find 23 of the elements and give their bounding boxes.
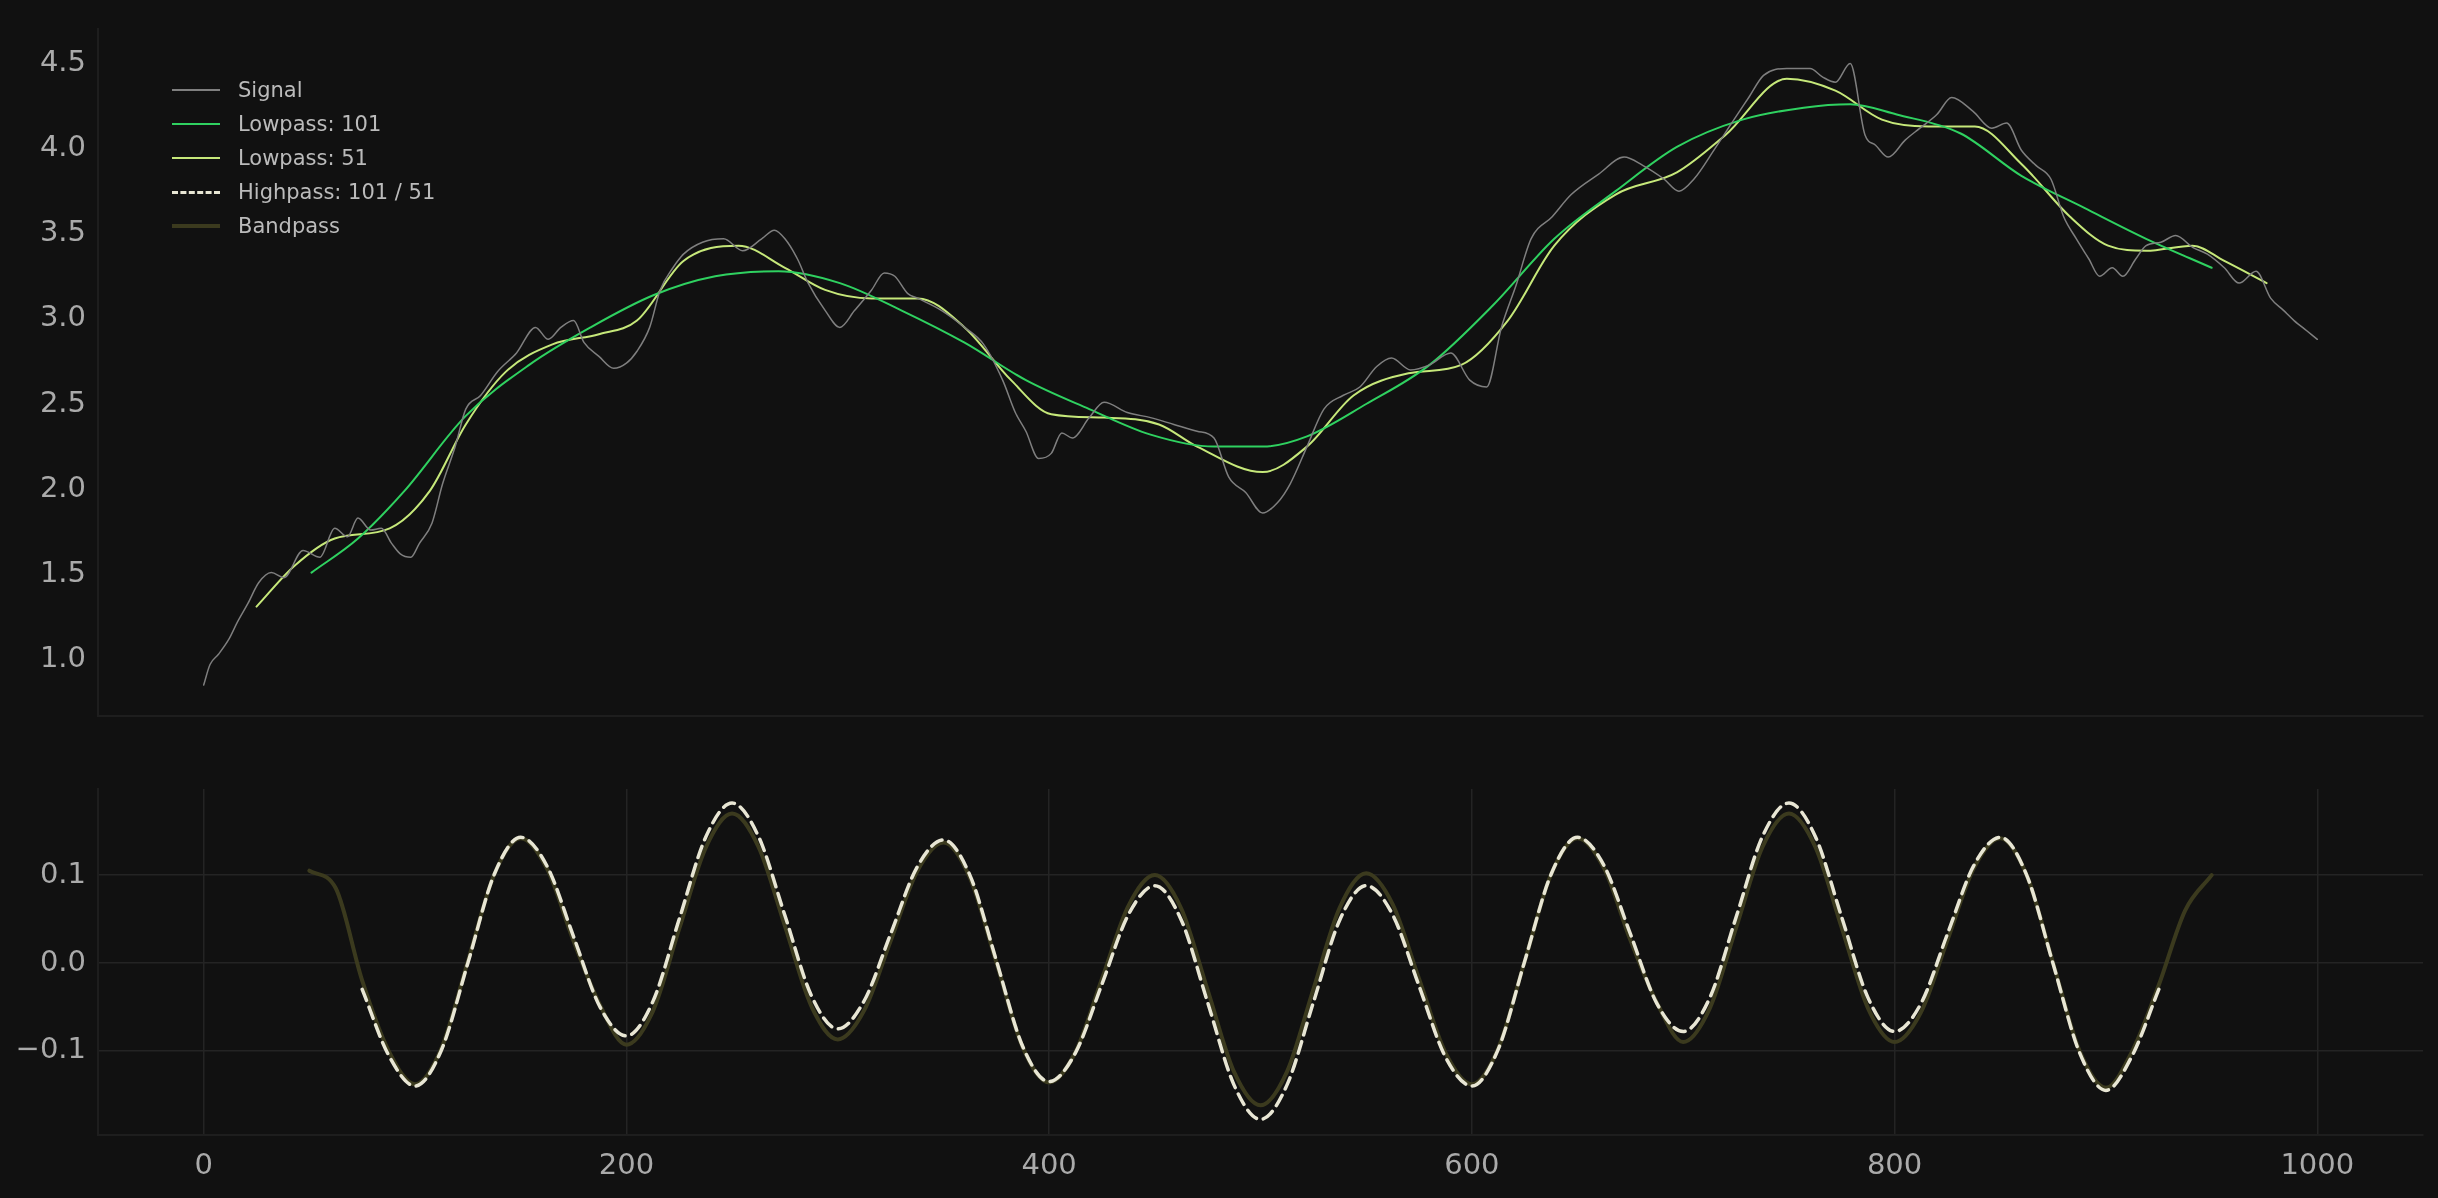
legend-label: Lowpass: 51: [238, 145, 368, 172]
y-tick-label: 4.5: [39, 43, 86, 78]
y-tick-label: 2.5: [39, 384, 86, 419]
y-tick-label: 1.0: [39, 639, 86, 674]
x-tick-label: 1000: [2280, 1147, 2355, 1182]
text: Bandpass: [238, 214, 340, 238]
x-tick-label: 200: [598, 1147, 655, 1182]
line-series: [202, 62, 2319, 686]
y-tick-label: 0.1: [39, 855, 86, 890]
x-tick-label: 0: [194, 1147, 213, 1182]
y-tick-label: 3.5: [39, 214, 86, 249]
x-tick-label: 400: [1021, 1147, 1077, 1182]
legend-label: Signal: [238, 77, 303, 104]
y-tick-label: 2.0: [39, 469, 86, 504]
x-tick-label: 600: [1444, 1147, 1500, 1182]
legend-label: Lowpass: 101: [238, 111, 382, 138]
y-tick-label: 3.0: [39, 299, 86, 334]
y-tick-label: 1.5: [39, 554, 86, 589]
y-tick-label: −0.1: [15, 1031, 86, 1066]
y-tick-label: 4.0: [39, 129, 86, 164]
text: Highpass: 101 / 51: [238, 180, 436, 204]
x-tick-label: 800: [1866, 1147, 1923, 1182]
y-tick-label: 0.0: [39, 943, 86, 978]
